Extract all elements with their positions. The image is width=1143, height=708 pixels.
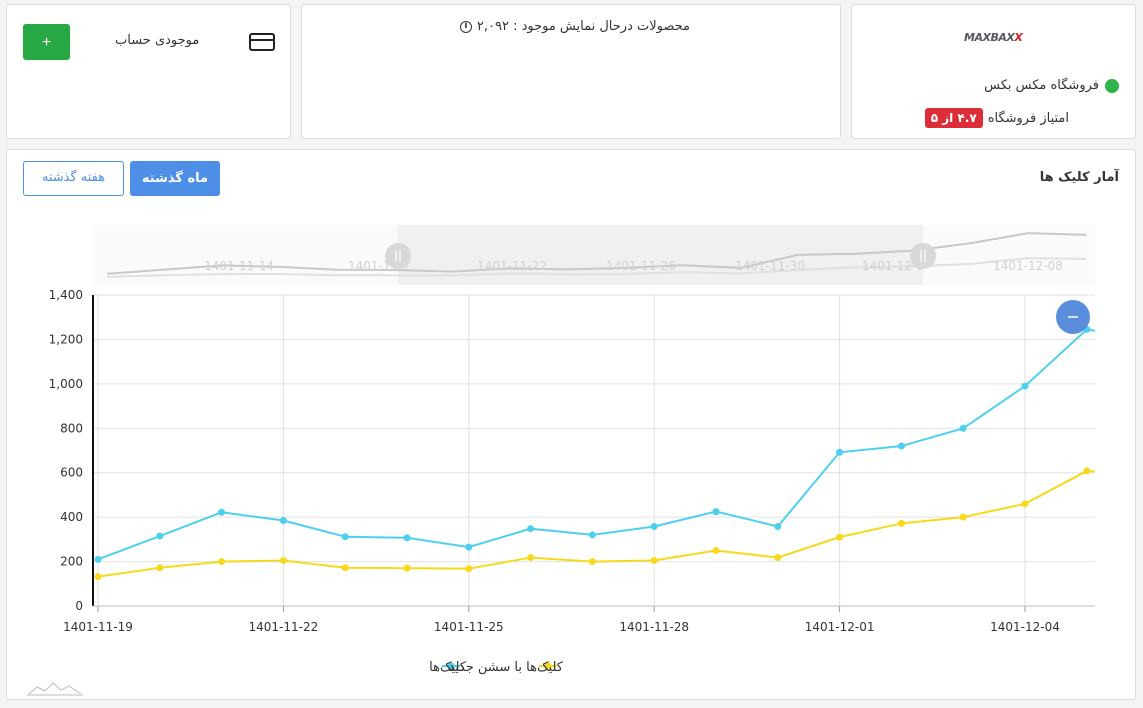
- data-point: [465, 543, 473, 551]
- data-point: [1021, 382, 1029, 390]
- chart-card-title: آمار کلیک ها: [1039, 170, 1119, 185]
- store-card: MAXBAXX فروشگاه مکس بکس امتیاز فروشگاه ۴…: [851, 4, 1136, 139]
- y-tick-label: 200: [60, 555, 83, 569]
- data-point: [650, 522, 658, 530]
- series-line-0: [97, 328, 1095, 561]
- products-card: محصولات درحال نمایش موجود : ۲,۰۹۲ i: [301, 4, 841, 139]
- y-tick-label: 1,000: [49, 377, 83, 391]
- balance-card: موجودی حساب +: [6, 4, 291, 139]
- status-dot-icon: [1105, 78, 1119, 93]
- info-icon[interactable]: i: [459, 20, 472, 33]
- data-point: [836, 533, 844, 541]
- x-tick-label: 1401-11-19: [63, 620, 133, 634]
- data-point: [712, 508, 720, 516]
- data-point: [279, 556, 287, 564]
- data-point: [527, 525, 535, 533]
- y-tick-label: 400: [60, 510, 83, 524]
- products-count-row: محصولات درحال نمایش موجود : ۲,۰۹۲ i: [459, 19, 690, 34]
- clicks-line-chart: 1401-11-14 1401-11-1 1401-11-22 1401-11-26 1…: [27, 225, 1095, 696]
- navigator-label: 1401-11-26: [606, 259, 676, 273]
- last-week-button[interactable]: هفته گذشته: [23, 161, 124, 196]
- last-month-button[interactable]: ماه گذشته: [130, 161, 220, 196]
- x-tick-label: 1401-11-28: [619, 620, 689, 634]
- y-tick-label: 800: [60, 421, 83, 435]
- data-point: [94, 573, 102, 581]
- data-point: [94, 555, 102, 563]
- data-point: [836, 448, 844, 456]
- data-point: [341, 533, 349, 541]
- y-tick-label: 1,200: [49, 332, 83, 346]
- data-point: [403, 534, 411, 542]
- legend-label: کلیک‌ها با سشن جدید: [448, 660, 563, 675]
- add-balance-button[interactable]: +: [23, 24, 70, 60]
- click-stats-card: آمار کلیک ها ماه گذشته هفته گذشته 1401-1…: [6, 149, 1136, 700]
- navigator-handle-0: [385, 243, 411, 269]
- rating-label: امتیاز فروشگاه: [987, 110, 1069, 126]
- data-point: [774, 554, 782, 562]
- navigator-label: 1401-11-30: [735, 259, 805, 273]
- data-point: [1083, 467, 1091, 475]
- store-logo: MAXBAXX: [964, 31, 1023, 44]
- credit-card-icon: [249, 33, 275, 51]
- data-point: [156, 564, 164, 572]
- x-tick-label: 1401-12-04: [990, 620, 1060, 634]
- navigator-label: 1401-11-22: [477, 259, 547, 273]
- rating-badge: ۴.۷ از ۵: [924, 108, 983, 128]
- data-point: [959, 513, 967, 521]
- data-point: [465, 565, 473, 573]
- store-name: فروشگاه مکس بکس: [984, 78, 1099, 93]
- data-point: [712, 546, 720, 554]
- navigator-label: 1401-12-08: [993, 259, 1063, 273]
- data-point: [650, 556, 658, 564]
- data-point: [403, 564, 411, 572]
- data-point: [1021, 500, 1029, 508]
- navigator-label: 1401-12-0: [862, 259, 924, 273]
- data-point: [588, 531, 596, 539]
- y-tick-label: 600: [60, 466, 83, 480]
- data-point: [897, 519, 905, 527]
- store-name-row: فروشگاه مکس بکس: [984, 78, 1119, 93]
- x-tick-label: 1401-11-25: [434, 620, 504, 634]
- data-point: [218, 558, 226, 566]
- store-rating-row: امتیاز فروشگاه ۴.۷ از ۵: [924, 108, 1069, 128]
- x-tick-label: 1401-12-01: [805, 620, 875, 634]
- x-tick-label: 1401-11-22: [249, 620, 319, 634]
- series-line-1: [97, 469, 1095, 578]
- mini-chart-icon: [28, 682, 82, 695]
- data-point: [218, 508, 226, 516]
- legend-swatch-dot: [447, 662, 455, 670]
- navigator-label: 1401-11-14: [204, 259, 274, 273]
- balance-label: موجودی حساب: [115, 33, 200, 48]
- legend-label: کلیک‌ها: [429, 660, 467, 675]
- data-point: [527, 554, 535, 562]
- data-point: [959, 424, 967, 432]
- products-count-text: محصولات درحال نمایش موجود : ۲,۰۹۲: [476, 19, 690, 34]
- y-tick-label: 0: [75, 599, 83, 613]
- data-point: [588, 558, 596, 566]
- data-point: [279, 516, 287, 524]
- legend-swatch-dot: [544, 662, 552, 670]
- data-point: [341, 564, 349, 572]
- data-point: [897, 442, 905, 450]
- navigator-selection: [398, 225, 923, 285]
- data-point: [156, 532, 164, 540]
- data-point: [774, 522, 782, 530]
- navigator-handle-1: [910, 243, 936, 269]
- y-tick-label: 1,400: [49, 288, 83, 302]
